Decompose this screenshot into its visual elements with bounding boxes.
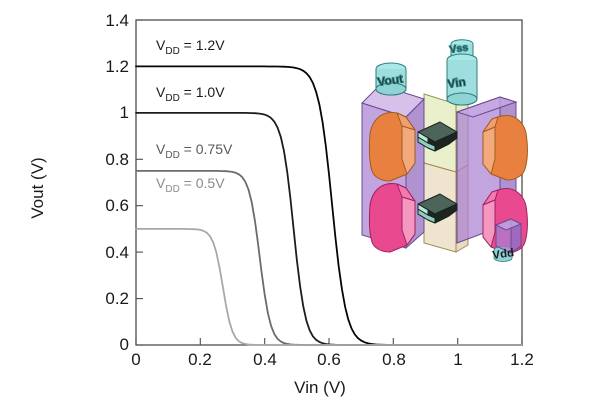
svg-text:Vin: Vin <box>446 75 466 91</box>
